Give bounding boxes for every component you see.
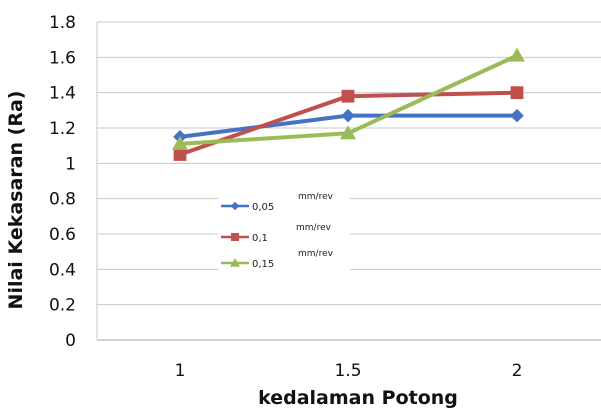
- legend-unit: mm/rev: [298, 249, 334, 259]
- y-tick-label: 1.8: [49, 13, 76, 33]
- data-point: [173, 148, 187, 161]
- y-axis-title: Nilai Kekasaran (Ra): [5, 91, 27, 310]
- legend-item: 0,15 mm/rev: [218, 249, 350, 272]
- legend-unit: mm/rev: [298, 192, 334, 202]
- y-tick-label: 0.4: [49, 260, 76, 280]
- y-tick-label: 1.6: [49, 48, 76, 68]
- y-tick-labels: 0 0.2 0.4 0.6 0.8 1 1.2 1.4 1.6 1.8: [49, 13, 76, 351]
- legend-label: 0,1: [252, 233, 268, 244]
- data-point: [341, 108, 355, 123]
- legend-label: 0,15: [252, 259, 274, 270]
- legend-item-bg: [218, 228, 350, 246]
- x-tick-label: 1.5: [334, 361, 361, 381]
- data-point: [510, 86, 524, 100]
- y-tick-label: 0.2: [49, 296, 76, 316]
- y-tick-label: 1: [65, 154, 76, 174]
- data-point: [231, 233, 239, 241]
- legend-label: 0,05: [252, 202, 274, 213]
- gridlines: [96, 21, 601, 341]
- x-tick-label: 1: [175, 361, 186, 381]
- legend-item: 0,1 mm/rev: [218, 223, 350, 246]
- data-point: [230, 258, 240, 267]
- series-0,05: [173, 108, 524, 144]
- series-lines: [172, 47, 525, 161]
- legend-item-bg: [218, 254, 350, 272]
- data-point: [509, 47, 525, 62]
- data-point: [230, 201, 240, 211]
- legend-unit: mm/rev: [296, 223, 332, 233]
- y-tick-label: 1.4: [49, 84, 76, 104]
- legend-item-bg: [218, 197, 350, 215]
- data-point: [340, 125, 356, 140]
- data-point: [341, 89, 355, 103]
- legend-item: 0,05 mm/rev: [218, 192, 350, 215]
- x-axis-title: kedalaman Potong: [258, 387, 458, 409]
- y-tick-label: 0.6: [49, 225, 76, 245]
- y-tick-label: 0: [65, 331, 76, 351]
- series-0,1: [173, 86, 524, 161]
- y-tick-label: 0.8: [49, 190, 76, 210]
- data-point: [172, 135, 188, 150]
- x-tick-label: 2: [512, 361, 523, 381]
- series-0,15: [172, 47, 525, 150]
- data-point: [510, 108, 524, 123]
- legend: 0,05 mm/rev 0,1 mm/rev 0,15 mm/rev: [218, 192, 350, 272]
- y-tick-label: 1.2: [49, 119, 76, 139]
- x-tick-labels: 1 1.5 2: [175, 361, 523, 381]
